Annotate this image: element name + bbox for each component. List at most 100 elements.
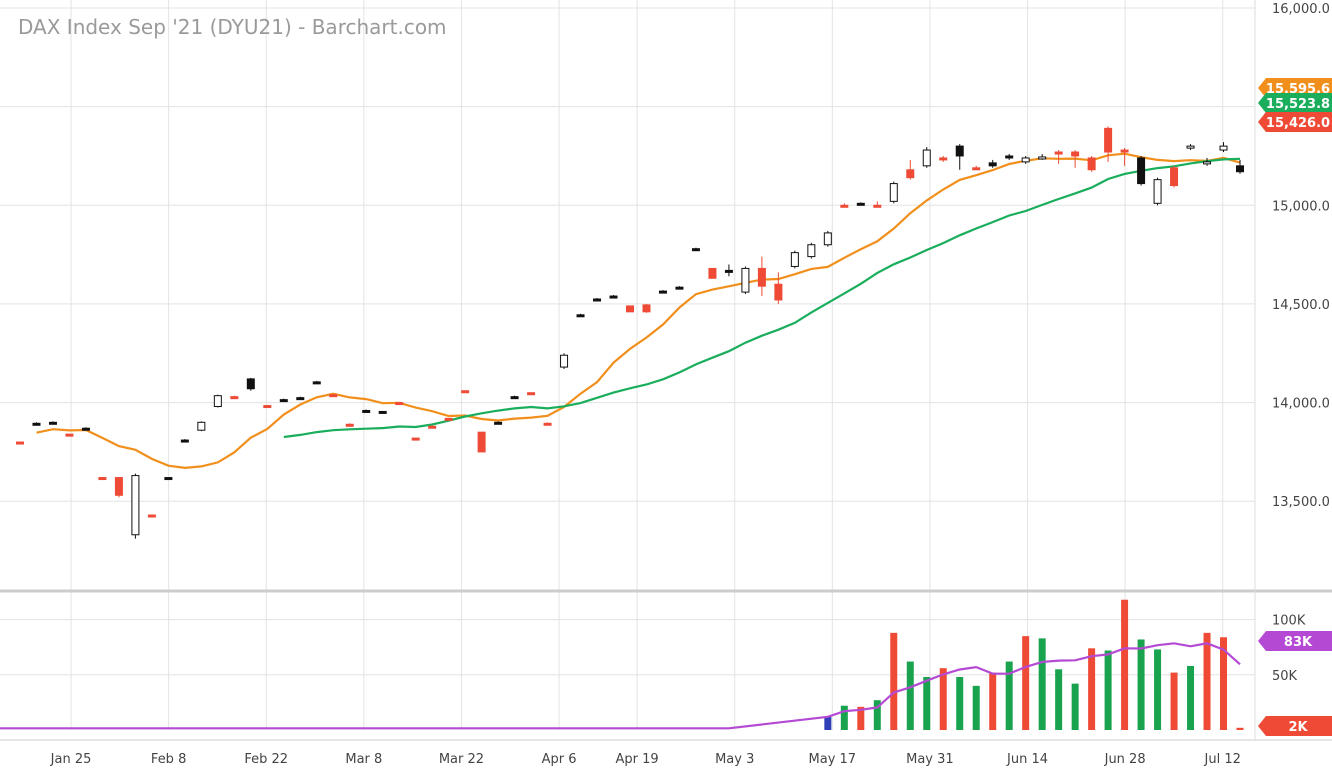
candle-body xyxy=(790,252,799,267)
volume-bar xyxy=(890,632,898,730)
volume-tick-label: 100K xyxy=(1272,614,1306,629)
price-tick-label: 15,000.0 xyxy=(1272,199,1330,214)
candle xyxy=(1005,153,1014,160)
candle-body xyxy=(1120,149,1129,153)
candle-body xyxy=(180,439,189,443)
candle-body xyxy=(576,314,585,318)
volume-bars xyxy=(0,599,1244,730)
candles xyxy=(16,126,1244,539)
candle-body xyxy=(131,475,140,536)
candle xyxy=(626,305,634,313)
candle xyxy=(1236,159,1244,174)
candle xyxy=(411,437,420,441)
candle xyxy=(1087,155,1096,172)
candle-body xyxy=(312,381,321,385)
svg-text:2K: 2K xyxy=(1288,720,1308,735)
volume-bar xyxy=(1005,661,1013,730)
candle-body xyxy=(593,298,602,302)
candle-body xyxy=(626,305,634,313)
candle-body xyxy=(164,477,173,481)
moving-averages xyxy=(36,152,1241,470)
candle xyxy=(494,421,503,425)
candle xyxy=(1054,150,1063,164)
date-tick-label: Mar 22 xyxy=(439,752,484,767)
candle-body xyxy=(724,269,733,273)
price-tick-label: 14,500.0 xyxy=(1272,298,1330,313)
volume-bar xyxy=(1170,672,1178,730)
date-tick-label: May 3 xyxy=(715,752,754,767)
candle-body xyxy=(1186,145,1195,149)
candle xyxy=(197,421,206,432)
svg-text:15,426.0: 15,426.0 xyxy=(1266,116,1330,131)
svg-text:15,523.8: 15,523.8 xyxy=(1266,97,1330,112)
candle xyxy=(296,396,305,401)
date-tick-label: May 17 xyxy=(809,752,857,767)
candle xyxy=(213,394,222,408)
candle-body xyxy=(81,427,90,431)
volume-bar xyxy=(939,668,947,730)
candle xyxy=(823,230,832,247)
date-tick-label: Jul 12 xyxy=(1204,752,1241,767)
candle xyxy=(461,390,470,394)
candle-body xyxy=(263,405,272,409)
candle xyxy=(939,155,948,162)
candle-body xyxy=(279,399,288,403)
candle xyxy=(807,242,816,259)
volume-bar xyxy=(824,716,832,730)
candle-body xyxy=(362,409,371,413)
candle xyxy=(180,439,189,443)
candle xyxy=(873,201,882,208)
candle-body xyxy=(114,477,123,496)
candle-body xyxy=(988,162,997,167)
candle xyxy=(246,377,255,391)
candle xyxy=(560,353,569,370)
candle xyxy=(741,266,750,295)
moving-average-line xyxy=(36,152,1241,470)
candle-body xyxy=(939,157,948,161)
candle-body xyxy=(296,397,305,401)
candle xyxy=(1120,148,1129,166)
candle-body xyxy=(757,267,766,287)
candle xyxy=(48,421,57,425)
candle xyxy=(362,409,371,413)
candle-body xyxy=(395,402,404,406)
candle-body xyxy=(543,422,552,426)
chart-title: DAX Index Sep '21 (DYU21) - Barchart.com xyxy=(18,15,447,39)
volume-bar xyxy=(1022,636,1030,730)
candle-body xyxy=(889,183,898,202)
candle xyxy=(378,410,387,414)
date-tick-label: Jan 25 xyxy=(50,752,92,767)
volume-bar xyxy=(1137,639,1145,730)
candle-body xyxy=(65,433,74,437)
date-tick-label: Feb 8 xyxy=(151,752,186,767)
candle xyxy=(164,477,173,481)
candle-body xyxy=(48,421,57,425)
volume-bar xyxy=(1203,632,1211,730)
date-tick-label: Jun 28 xyxy=(1104,752,1146,767)
candle-body xyxy=(461,390,470,394)
candle xyxy=(889,181,898,204)
candle xyxy=(444,417,453,421)
candle xyxy=(724,264,733,277)
candle-body xyxy=(197,421,206,431)
candle xyxy=(1137,155,1146,186)
candle xyxy=(856,202,865,206)
candle xyxy=(1038,153,1047,160)
candle-body xyxy=(510,396,519,400)
candle xyxy=(65,433,74,437)
candle-body xyxy=(147,514,156,518)
candle-body xyxy=(494,421,503,425)
candle-body xyxy=(378,410,387,414)
volume-bar xyxy=(1236,727,1244,730)
candle xyxy=(477,431,486,453)
candle xyxy=(263,405,272,409)
candle-body xyxy=(246,378,255,390)
candle xyxy=(32,422,41,426)
candle xyxy=(642,303,651,313)
candle-body xyxy=(560,354,569,368)
candle-body xyxy=(675,286,684,290)
candle xyxy=(329,394,338,398)
candle xyxy=(972,165,981,171)
candle xyxy=(790,250,799,269)
